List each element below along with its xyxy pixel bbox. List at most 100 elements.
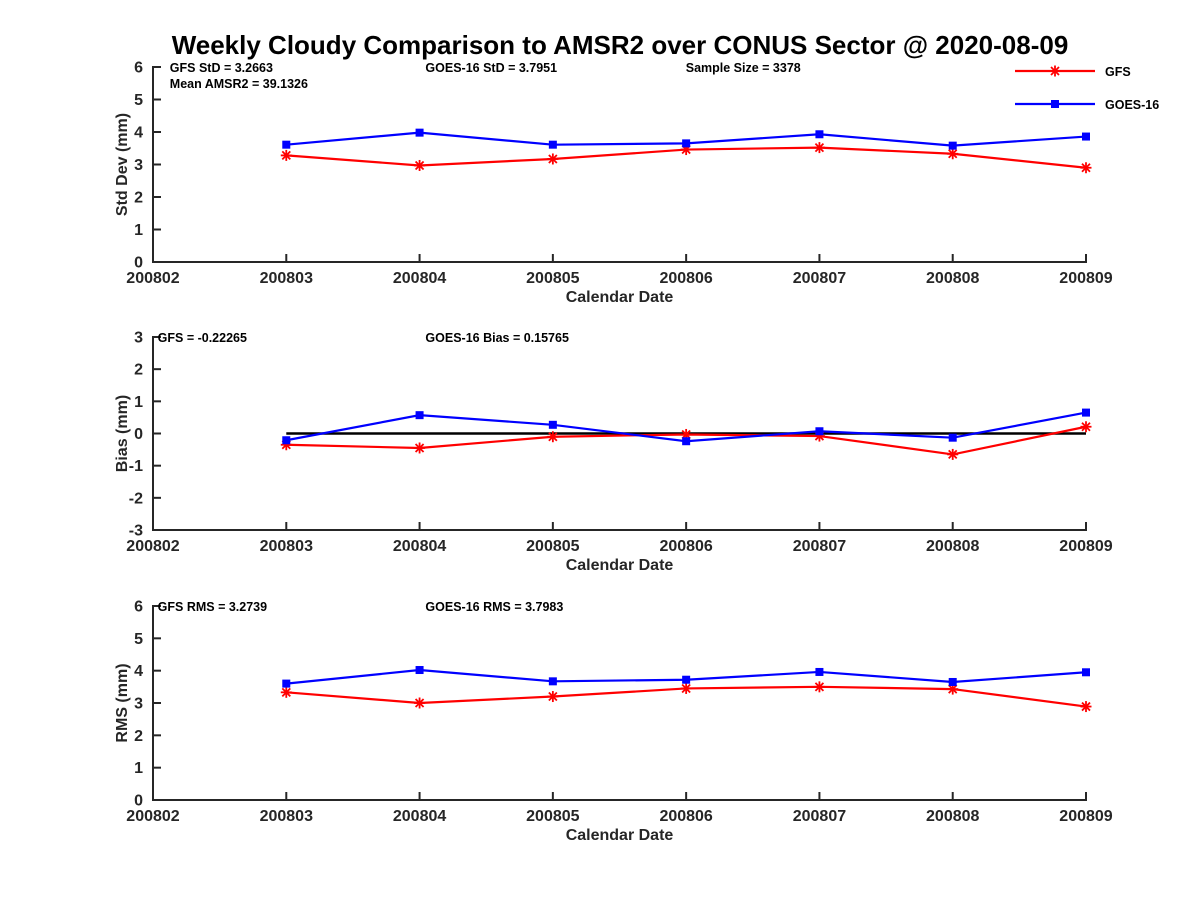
square-marker-shape: [282, 436, 291, 445]
goes-16-marker: [415, 411, 424, 420]
annotation: Sample Size = 3378: [686, 61, 801, 75]
x-tick-label: 200804: [393, 808, 446, 825]
goes-16-marker: [948, 677, 957, 686]
x-tick-label: 200802: [126, 538, 179, 555]
x-tick-label: 200807: [793, 270, 846, 287]
legend-label: GFS: [1105, 65, 1131, 79]
goes-16-marker: [1082, 408, 1090, 417]
goes-16-marker: [548, 140, 557, 149]
goes-16-marker: [815, 667, 824, 676]
x-tick-label: 200808: [926, 270, 979, 287]
y-tick-label: 2: [134, 362, 143, 379]
x-tick-label: 200806: [659, 538, 712, 555]
legend-entry-gfs: GFS: [1015, 65, 1131, 79]
square-marker-shape: [415, 128, 424, 137]
square-marker-shape: [948, 433, 957, 442]
asterisk-marker-arm: [948, 149, 958, 159]
square-marker-shape: [415, 666, 424, 675]
x-tick-label: 200802: [126, 808, 179, 825]
annotation: GFS = -0.22265: [158, 331, 247, 345]
gfs-marker: [547, 431, 559, 443]
square-marker-shape: [815, 427, 824, 436]
gfs-marker: [414, 442, 426, 454]
y-tick-label: 5: [134, 92, 143, 109]
annotation: Mean AMSR2 = 39.1326: [170, 77, 308, 91]
goes-16-marker: [815, 130, 824, 139]
asterisk-marker-arm: [681, 429, 691, 440]
x-tick-label: 200809: [1059, 270, 1112, 287]
goes-16-marker: [682, 139, 691, 148]
y-tick-label: -2: [129, 490, 143, 507]
goes-16-marker: [548, 677, 557, 686]
square-marker-shape: [548, 140, 557, 149]
square-marker-shape: [682, 437, 691, 446]
x-tick-label: 200809: [1059, 808, 1112, 825]
x-tick-label: 200803: [260, 808, 313, 825]
legend-label: GOES-16: [1105, 98, 1159, 112]
y-tick-label: 0: [134, 255, 143, 272]
asterisk-marker-arm: [414, 160, 425, 171]
goes-16-marker: [415, 666, 424, 675]
y-tick-label: 3: [134, 696, 143, 713]
gfs-marker: [1080, 421, 1092, 433]
square-marker-shape: [815, 130, 824, 139]
x-tick-label: 200808: [926, 538, 979, 555]
y-tick-label: 1: [134, 760, 143, 777]
square-marker-shape: [548, 420, 557, 429]
x-tick-label: 200808: [926, 808, 979, 825]
square-marker-shape: [1082, 668, 1090, 677]
legend-marker: [1051, 100, 1059, 108]
y-tick-label: -3: [129, 523, 143, 540]
x-axis-title: Calendar Date: [566, 289, 674, 305]
y-tick-label: 1: [134, 394, 143, 411]
x-tick-label: 200809: [1059, 538, 1112, 555]
annotation: GOES-16 StD = 3.7951: [425, 61, 557, 75]
gfs-marker: [680, 682, 692, 694]
x-tick-label: 200806: [659, 270, 712, 287]
y-tick-label: 3: [134, 330, 143, 347]
gfs-marker: [414, 697, 426, 709]
panel-std-dev: 0 1 2 3 4 5 6 200802 200803 200804 200805 200806 200…: [114, 60, 1159, 306]
x-tick-label: 200804: [393, 538, 446, 555]
gfs-marker: [414, 159, 426, 171]
x-tick-label: 200802: [126, 270, 179, 287]
square-marker-shape: [1051, 100, 1059, 108]
x-tick-label: 200807: [793, 808, 846, 825]
goes-16-marker: [1082, 668, 1090, 677]
panel-bias: -3 -2 -1 0 1 2 3 200802 200803 200804 200805 200806…: [114, 330, 1113, 575]
gfs-marker: [947, 448, 959, 460]
asterisk-marker-arm: [948, 449, 958, 460]
goes-16-marker: [1082, 132, 1090, 141]
asterisk-marker-arm: [281, 687, 291, 697]
square-marker-shape: [948, 677, 957, 686]
x-tick-label: 200807: [793, 538, 846, 555]
gfs-marker: [1080, 701, 1092, 713]
gfs-marker: [813, 142, 825, 154]
x-tick-label: 200806: [659, 808, 712, 825]
gfs-marker: [1080, 162, 1092, 174]
x-tick-label: 200805: [526, 270, 579, 287]
chart-title: Weekly Cloudy Comparison to AMSR2 over C…: [171, 30, 1069, 60]
panel-rms: 0 1 2 3 4 5 6 200802 200803 200804 200805 200806 200…: [114, 599, 1113, 845]
gfs-marker: [947, 148, 959, 160]
square-marker-shape: [282, 140, 291, 149]
square-marker-shape: [1082, 132, 1090, 141]
goes-16-marker: [815, 427, 824, 436]
square-marker-shape: [682, 139, 691, 148]
gfs-marker: [813, 681, 825, 693]
annotation: GOES-16 Bias = 0.15765: [425, 331, 569, 345]
y-tick-label: 6: [134, 599, 143, 616]
y-tick-label: 4: [134, 663, 143, 680]
x-tick-label: 200805: [526, 538, 579, 555]
y-tick-label: 2: [134, 190, 143, 207]
y-axis-title: RMS (mm): [114, 663, 131, 742]
y-tick-label: 0: [134, 426, 143, 443]
asterisk-marker-arm: [548, 432, 558, 442]
y-tick-label: 1: [134, 222, 143, 239]
y-axis-title: Std Dev (mm): [114, 113, 131, 216]
y-tick-label: 2: [134, 728, 143, 745]
asterisk-marker-arm: [1081, 163, 1091, 173]
square-marker-shape: [415, 411, 424, 420]
goes-16-marker: [282, 679, 291, 688]
